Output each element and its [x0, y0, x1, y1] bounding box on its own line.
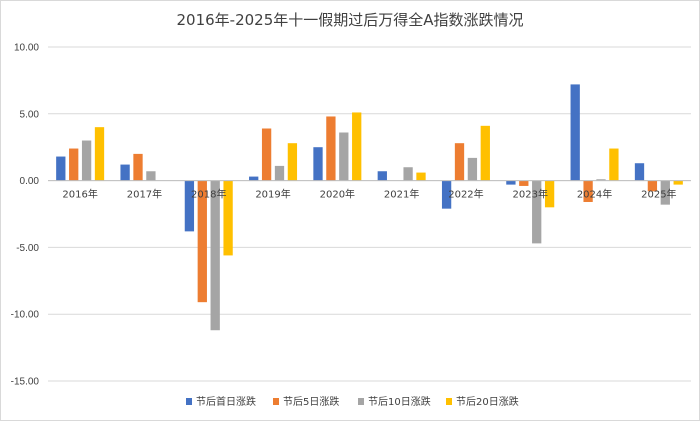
bar [519, 180, 529, 186]
bar [532, 180, 542, 244]
bar [120, 164, 130, 181]
x-category-label: 2017年 [127, 188, 162, 201]
bar [197, 180, 207, 303]
x-category-label: 2018年 [191, 188, 226, 201]
x-category-label: 2020年 [320, 188, 355, 201]
bar [544, 180, 555, 208]
x-axis-category-labels: 2016年 2017年 2018年 2019年 2020年 2021年 2022年 2023年… [62, 188, 676, 201]
bar [506, 180, 516, 185]
x-category-label: 2021年 [384, 188, 419, 201]
legend-label: 节后10日涨跌 [368, 395, 431, 408]
bar [146, 171, 156, 181]
bar [94, 127, 105, 181]
y-tick-label: 10.00 [14, 43, 39, 54]
bar [249, 176, 259, 181]
y-tick-label: -10.00 [11, 310, 40, 321]
legend-label: 节后20日涨跌 [456, 395, 519, 408]
bar [403, 167, 413, 181]
bar [352, 112, 362, 181]
bar [583, 180, 593, 202]
bar [609, 148, 619, 181]
x-category-label: 2019年 [255, 188, 290, 201]
bar [570, 84, 580, 181]
bar [210, 180, 220, 331]
bar [480, 125, 490, 181]
y-axis-ticks: 10.00 5.00 0.00 -5.00 -10.00 -15.00 [11, 43, 40, 388]
legend-swatch [446, 398, 452, 405]
legend-label: 节后首日涨跌 [196, 395, 256, 408]
bar [274, 165, 285, 181]
legend-label: 节后5日涨跌 [283, 395, 339, 408]
bar [261, 128, 272, 181]
x-category-label: 2025年 [641, 188, 676, 201]
gridlines [48, 46, 691, 382]
bars [56, 84, 683, 331]
bar [596, 179, 606, 181]
bar [647, 180, 658, 192]
bar [184, 180, 195, 232]
bar [454, 143, 465, 181]
bar [81, 140, 92, 181]
chart-title: 2016年-2025年十一假期过后万得全A指数涨跌情况 [176, 11, 523, 29]
y-tick-label: 5.00 [20, 109, 40, 120]
bar [326, 116, 336, 181]
y-tick-label: -5.00 [16, 243, 39, 254]
bar [377, 171, 387, 181]
bar [287, 143, 298, 181]
legend-swatch [358, 398, 364, 405]
legend: 节后首日涨跌 节后5日涨跌 节后10日涨跌 节后20日涨跌 [186, 395, 519, 408]
y-tick-label: 0.00 [20, 176, 40, 187]
y-tick-label: -15.00 [11, 377, 40, 388]
bar [69, 148, 79, 181]
x-category-label: 2024年 [577, 188, 612, 201]
bar [313, 147, 323, 181]
legend-swatch [186, 398, 192, 405]
bar [441, 180, 452, 209]
bar [660, 180, 670, 205]
bar [634, 163, 645, 181]
bar [416, 172, 426, 181]
bar [133, 153, 143, 181]
bar [223, 180, 233, 256]
bar [339, 132, 349, 181]
x-category-label: 2023年 [513, 188, 548, 201]
legend-swatch [273, 398, 279, 405]
bar [673, 180, 683, 185]
x-category-label: 2022年 [448, 188, 483, 201]
x-category-label: 2016年 [62, 188, 97, 201]
bar [56, 156, 66, 181]
bar [467, 157, 478, 181]
